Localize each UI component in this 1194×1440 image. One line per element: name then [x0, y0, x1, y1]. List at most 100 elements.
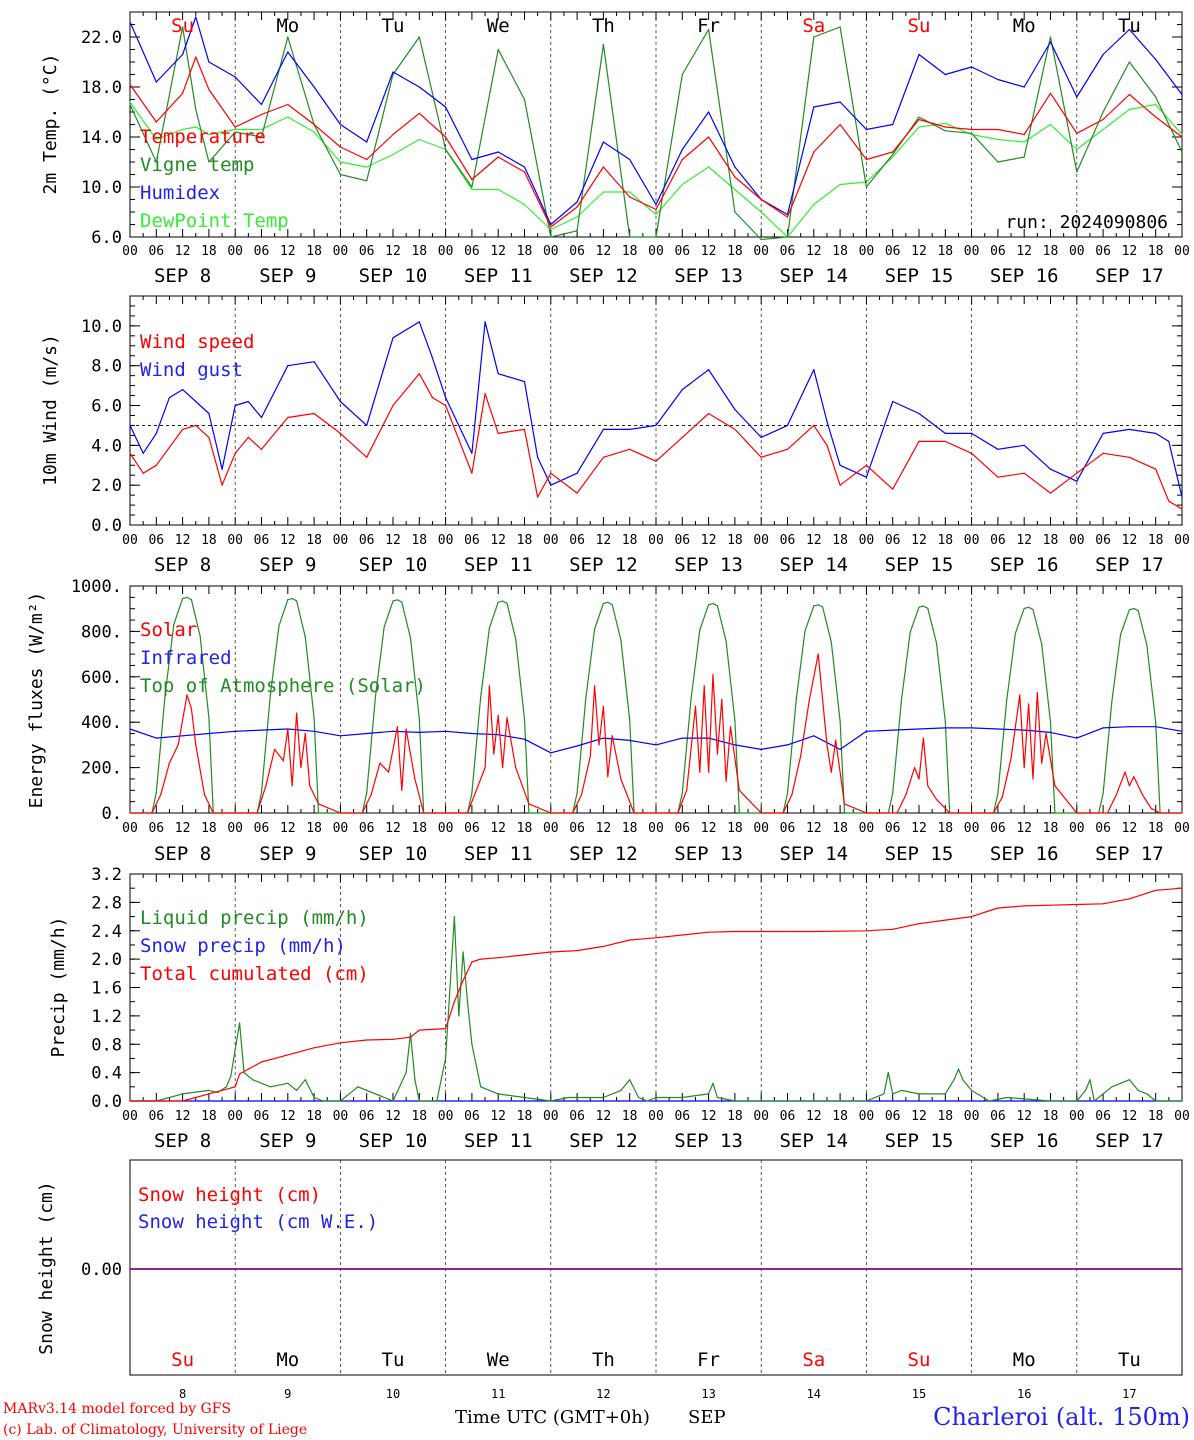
series-infrared-point: [1049, 731, 1052, 734]
hour-label: 06: [569, 244, 585, 259]
series-liquid-precip-point: [252, 1079, 254, 1081]
series-dewpoint-temp-point: [392, 153, 394, 156]
series-dewpoint-temp-point: [471, 188, 473, 191]
series-temperature: [129, 56, 1183, 228]
series-solar-point: [607, 776, 609, 778]
series-top-of-atmosphere-point: [935, 642, 938, 644]
series-total-cumulated-point: [1128, 898, 1130, 900]
series-total-cumulated-point: [247, 1068, 249, 1070]
series-temperature-point: [734, 176, 736, 178]
series-wind-gust-point: [247, 400, 249, 403]
hour-label: 18: [727, 821, 743, 836]
series-wind-speed-point: [734, 428, 736, 430]
series-solar-point: [309, 785, 311, 787]
weekday-label: Su: [908, 1349, 931, 1371]
series-wind-gust-point: [221, 468, 223, 470]
hour-label: 18: [306, 821, 322, 836]
hour-label: 12: [385, 821, 401, 836]
hour-label: 00: [859, 1109, 875, 1124]
series-liquid-precip-point: [392, 1100, 394, 1102]
day-number: 8: [179, 1387, 186, 1401]
series-solar-point: [265, 785, 267, 787]
series-solar-point: [1041, 762, 1043, 764]
date-label: SEP 13: [674, 554, 743, 576]
date-label: SEP 12: [569, 265, 638, 287]
series-wind-speed-point: [826, 444, 828, 446]
series-top-of-atmosphere-point: [497, 601, 499, 603]
date-label: SEP 17: [1095, 265, 1164, 287]
series-total-cumulated-point: [997, 907, 999, 909]
hour-label: 12: [1122, 533, 1138, 548]
hour-label: 12: [490, 821, 506, 836]
series-dewpoint-temp-point: [550, 228, 552, 231]
hour-label: 06: [780, 244, 796, 259]
series-solar-point: [594, 685, 596, 687]
series-top-of-atmosphere-point: [1054, 812, 1056, 814]
series-humidex: [129, 16, 1183, 226]
series-wind-gust-point: [786, 424, 789, 426]
series-humidex-point: [418, 86, 420, 88]
series-humidex-point: [918, 53, 920, 56]
hour-label: 12: [806, 533, 822, 548]
hour-label: 12: [806, 821, 822, 836]
weekday-label: Su: [908, 15, 931, 37]
series-top-of-atmosphere-point: [909, 631, 911, 633]
series-solar-point: [712, 673, 714, 676]
series-vigne-temp-point: [445, 148, 447, 151]
series-total-cumulated-point: [1076, 903, 1078, 906]
series-temperature-point: [971, 128, 973, 131]
series-solar-point: [445, 812, 447, 814]
series-vigne-temp-point: [550, 236, 552, 238]
day-number: 13: [701, 1387, 715, 1401]
hour-label: 00: [964, 1109, 980, 1124]
series-solar-point: [493, 753, 495, 755]
series-solar-point: [1023, 767, 1025, 769]
hour-label: 06: [885, 533, 901, 548]
weekday-label: Fr: [697, 1349, 720, 1371]
series-liquid-precip-point: [414, 1079, 416, 1081]
hour-label: 06: [1095, 533, 1111, 548]
date-label: SEP 10: [359, 554, 428, 576]
series-top-of-atmosphere-point: [1023, 607, 1025, 610]
series-liquid-precip-point: [182, 1093, 184, 1095]
series-infrared-point: [471, 732, 473, 735]
series-vigne-temp-point: [1049, 36, 1052, 38]
series-dewpoint-temp-point: [195, 126, 197, 128]
hour-label: 18: [306, 1109, 322, 1124]
date-label: SEP 11: [464, 554, 533, 576]
series-liquid-precip-point: [339, 1100, 341, 1102]
series-solar-point: [396, 726, 398, 728]
y-tick-label: 6.0: [91, 397, 122, 417]
hour-label: 18: [622, 533, 638, 548]
series-solar-point: [887, 812, 889, 814]
series-top-of-atmosphere-point: [269, 695, 271, 697]
y-axis-label: Snow height (cm): [36, 1181, 57, 1354]
series-temperature-point: [708, 136, 710, 138]
series-wind-speed-point: [221, 484, 223, 486]
hour-label: 12: [1122, 244, 1138, 259]
series-top-of-atmosphere-point: [304, 636, 306, 638]
series-liquid-precip-point: [1049, 1100, 1052, 1102]
series-wind-gust-point: [287, 365, 289, 367]
hour-label: 06: [780, 1109, 796, 1124]
series-vigne-temp-point: [1155, 96, 1157, 98]
series-solar-point: [703, 685, 705, 687]
series-liquid-precip-point: [1137, 1089, 1139, 1091]
series-top-of-atmosphere-point: [1146, 644, 1148, 646]
hour-label: 00: [543, 1109, 559, 1124]
series-humidex-point: [208, 61, 210, 63]
hour-label: 00: [1069, 533, 1085, 548]
series-top-of-atmosphere-point: [1102, 793, 1104, 795]
series-total-cumulated-point: [129, 1100, 131, 1102]
series-temperature-point: [760, 198, 762, 201]
series-humidex-point: [445, 106, 447, 108]
hour-label: 12: [280, 821, 296, 836]
series-vigne-temp-point: [155, 161, 157, 163]
run-annotation: run: 2024090806: [1005, 212, 1168, 233]
series-wind-speed-point: [155, 464, 157, 466]
series-solar-point: [1181, 812, 1183, 814]
credit-lab: (c) Lab. of Climatology, University of L…: [3, 1422, 307, 1438]
series-total-cumulated-point: [681, 934, 683, 936]
hour-label: 12: [701, 244, 717, 259]
series-wind-gust-point: [1102, 432, 1104, 434]
